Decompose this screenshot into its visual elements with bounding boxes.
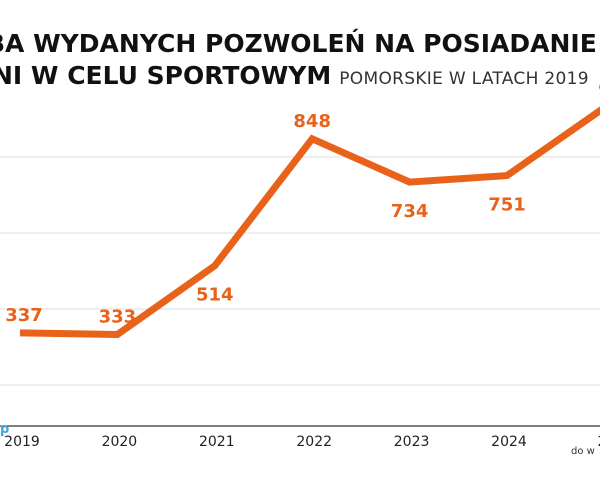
- x-tick-label-2023: 2023: [394, 434, 430, 450]
- data-label-2019: 337: [5, 305, 43, 326]
- x-tick-label-2021: 2021: [199, 434, 235, 450]
- chart-title-line-2: NI W CELU SPORTOWYM POMORSKIE W LATACH 20…: [0, 60, 600, 95]
- data-label-2023: 734: [391, 201, 429, 222]
- x-tick-label-2024: 2024: [491, 434, 527, 450]
- chart-title-line-2-text: NI W CELU SPORTOWYM: [0, 61, 332, 90]
- gridlines: [0, 156, 600, 386]
- data-label-2020: 333: [99, 306, 137, 327]
- x-tick-labels: 2019 2020 2021 2022 2023 2024 20: [4, 434, 600, 450]
- footnote: do w: [571, 446, 595, 457]
- series-line-group: [19, 106, 600, 339]
- chart-subtitle: POMORSKIE W LATACH 2019: [339, 69, 589, 89]
- series-line: [19, 106, 600, 339]
- data-label-2024: 751: [488, 195, 526, 216]
- data-labels: 337 333 514 848 734 751 9: [5, 80, 600, 328]
- x-tick-label-2019: 2019: [4, 434, 40, 450]
- chart-title: BA WYDANYCH POZWOLEŃ NA POSIADANIE NI W …: [0, 28, 600, 98]
- chart-title-line-1: BA WYDANYCH POZWOLEŃ NA POSIADANIE: [0, 29, 597, 58]
- x-tick-label-20: 20: [597, 434, 600, 450]
- data-label-20: 9: [598, 80, 600, 101]
- x-tick-label-2020: 2020: [102, 434, 138, 450]
- data-label-2021: 514: [196, 285, 234, 306]
- data-label-2022: 848: [293, 111, 331, 132]
- source-label: pl: [0, 422, 10, 437]
- x-tick-label-2022: 2022: [296, 434, 332, 450]
